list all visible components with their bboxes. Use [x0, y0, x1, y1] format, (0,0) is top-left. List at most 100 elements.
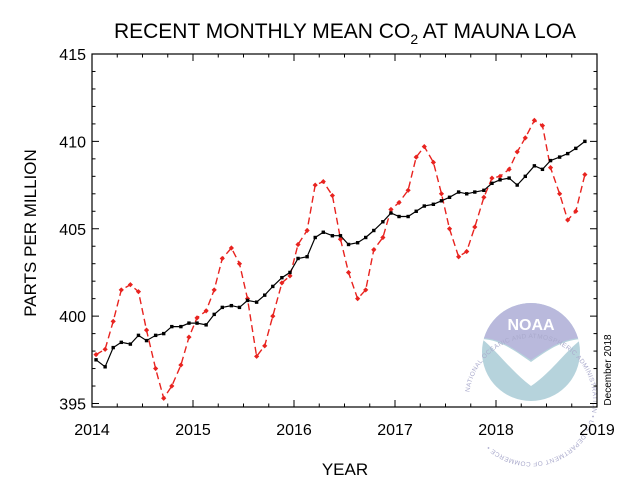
monthly-point: [244, 296, 251, 302]
trend-point: [381, 220, 385, 224]
title-main: RECENT MONTHLY MEAN CO: [114, 20, 410, 43]
trend-point: [507, 176, 511, 180]
monthly-point: [380, 234, 386, 241]
monthly-point: [203, 308, 209, 314]
monthly-point: [430, 159, 436, 165]
monthly-point: [279, 280, 285, 286]
monthly-point: [262, 343, 268, 349]
trend-point: [566, 151, 570, 156]
monthly-point: [118, 287, 124, 293]
monthly-point: [161, 395, 167, 401]
y-axis-label: PARTS PER MILLION: [21, 149, 40, 317]
monthly-point: [110, 318, 116, 324]
y-tick-label: 410: [59, 134, 86, 151]
trend-point: [245, 298, 250, 303]
monthly-point: [388, 206, 394, 213]
title-subscript: 2: [410, 31, 418, 47]
trend-point: [540, 167, 545, 172]
x-tick-label: 2019: [579, 422, 615, 439]
trend-point: [447, 195, 452, 199]
plot-frame: [91, 53, 598, 408]
trend-point: [305, 255, 309, 259]
title-rest: AT MAUNA LOA: [418, 20, 576, 43]
trend-point: [515, 183, 519, 187]
y-tick-label: 400: [59, 309, 86, 326]
monthly-point: [312, 182, 318, 188]
monthly-point: [287, 273, 293, 279]
trend-point: [548, 158, 553, 163]
trend-point: [346, 242, 351, 247]
trend-point: [406, 214, 410, 219]
monthly-point: [514, 149, 520, 155]
x-tick-label: 2014: [74, 422, 110, 439]
monthly-point: [396, 199, 402, 206]
trend-point: [313, 235, 317, 240]
trend-point: [439, 199, 444, 203]
plot-layer: 2014 2015 2016 2017 2018 2019 395 400 405 410 415: [59, 47, 615, 439]
monthly-point: [102, 346, 108, 352]
trend-point: [280, 275, 284, 280]
monthly-point: [219, 255, 225, 262]
monthly-point: [320, 178, 326, 185]
monthly-point: [153, 365, 159, 372]
series-monthly-mean-line: [95, 119, 586, 400]
monthly-point: [481, 194, 487, 200]
trend-point: [237, 305, 242, 310]
date-note: December 2018: [603, 334, 614, 406]
trend-point: [195, 321, 199, 325]
monthly-point: [270, 313, 276, 319]
monthly-point: [178, 362, 184, 368]
trend-point: [338, 234, 343, 238]
trend-point: [204, 323, 208, 327]
monthly-point: [329, 192, 335, 199]
monthly-point: [363, 287, 369, 293]
trend-point: [473, 190, 477, 194]
trend-point: [364, 235, 368, 240]
monthly-point: [371, 247, 377, 253]
y-tick-label: 395: [59, 397, 86, 414]
monthly-point: [531, 117, 537, 124]
logo-sky: [482, 303, 580, 360]
trend-point: [321, 230, 325, 234]
monthly-point: [522, 135, 528, 141]
trend-point: [94, 358, 98, 362]
monthly-point: [254, 353, 260, 359]
monthly-point: [127, 282, 133, 288]
trend-point: [431, 202, 436, 206]
monthly-point: [582, 171, 588, 178]
monthly-point: [464, 248, 470, 255]
trend-point: [414, 209, 418, 213]
trend-point: [229, 303, 234, 308]
trend-point: [119, 340, 123, 345]
trend-point: [111, 345, 115, 350]
monthly-point: [295, 241, 301, 248]
trend-point: [389, 211, 393, 215]
monthly-point: [304, 227, 310, 234]
trend-point: [170, 324, 174, 329]
trend-point: [162, 331, 166, 336]
trend-point: [397, 214, 401, 219]
y-tick-label: 405: [59, 222, 86, 239]
monthly-point: [438, 191, 445, 197]
trend-point: [523, 174, 527, 179]
monthly-point: [143, 327, 150, 333]
trend-point: [498, 178, 502, 182]
x-tick-label: 2017: [377, 422, 413, 439]
monthly-point: [93, 351, 99, 358]
trend-point: [422, 204, 426, 208]
monthly-point: [446, 226, 453, 232]
trend-point: [355, 241, 360, 245]
monthly-point: [573, 208, 579, 214]
monthly-point: [236, 261, 243, 267]
monthly-point: [456, 254, 462, 260]
monthly-point: [506, 166, 512, 172]
x-axis-label: YEAR: [322, 460, 368, 479]
logo-bird: [482, 339, 580, 386]
trend-point: [465, 192, 469, 196]
trend-point: [128, 342, 133, 346]
monthly-point: [345, 269, 352, 276]
monthly-point: [472, 224, 478, 230]
chart-title: RECENT MONTHLY MEAN CO2 AT MAUNA LOA: [114, 20, 576, 47]
monthly-point: [565, 217, 571, 223]
